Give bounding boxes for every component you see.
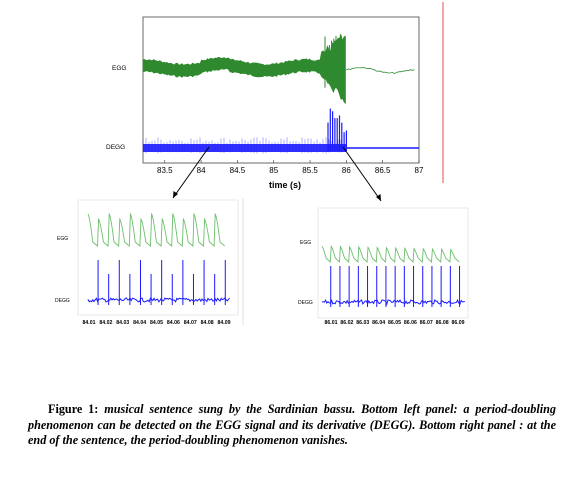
top-egg-series xyxy=(142,33,415,105)
bottom-left-frame xyxy=(77,199,239,316)
top-panel: EGG DEGG 83.5 84 84.5 85 85.5 86 86.5 87 time (… xyxy=(106,2,444,190)
top-x-tick-label: 85.5 xyxy=(302,166,318,175)
bottom-left-egg-series xyxy=(87,212,225,247)
top-x-tick-label: 83.5 xyxy=(157,166,173,175)
figure: EGG DEGG 83.5 84 84.5 85 85.5 86 86.5 87 time (… xyxy=(55,2,469,326)
bottom-right-egg-label: EGG xyxy=(300,240,311,246)
top-degg-label: DEGG xyxy=(106,144,125,151)
br-x-tick-label: 86.03 xyxy=(356,320,369,326)
figure-caption: Figure 1: musical sentence sung by the S… xyxy=(28,402,556,449)
bottom-right-panel: EGG DEGG 86.01 86.02 86.03 86.04 86.05 86.06 8… xyxy=(298,207,469,326)
top-degg-series xyxy=(142,108,419,154)
zoom-arrowhead-left xyxy=(173,191,178,198)
bottom-right-x-ticks: 86.01 86.02 86.03 86.04 86.05 86.06 86.07 86.08… xyxy=(325,320,465,326)
bl-x-tick-label: 84.05 xyxy=(150,320,163,326)
bl-x-tick-label: 84.08 xyxy=(201,320,214,326)
top-egg-band xyxy=(142,33,346,105)
bl-x-tick-label: 84.03 xyxy=(116,320,129,326)
bottom-left-degg-label: DEGG xyxy=(55,298,70,304)
caption-text: musical sentence sung by the Sardinian b… xyxy=(28,402,556,447)
top-x-tick-label: 87 xyxy=(415,166,424,175)
top-plot-frame xyxy=(142,16,420,164)
bottom-right-frame xyxy=(317,207,469,319)
bl-x-tick-label: 84.04 xyxy=(133,320,146,326)
bottom-right-degg-series xyxy=(321,266,465,307)
br-x-tick-label: 86.05 xyxy=(388,320,401,326)
bottom-left-degg-series xyxy=(87,260,230,305)
zoom-arrow-left xyxy=(172,146,210,199)
bl-x-tick-label: 84.07 xyxy=(184,320,197,326)
top-x-axis-label: time (s) xyxy=(269,180,301,190)
top-egg-label: EGG xyxy=(112,65,126,72)
top-degg-band xyxy=(143,144,347,152)
bl-egg-line xyxy=(87,212,225,247)
br-x-tick-label: 86.01 xyxy=(325,320,338,326)
bottom-right-degg-label: DEGG xyxy=(298,300,313,306)
br-egg-line xyxy=(321,244,460,263)
top-x-tick-label: 86 xyxy=(342,166,351,175)
top-x-tick-label: 85 xyxy=(269,166,278,175)
top-egg-tail xyxy=(346,67,415,74)
bottom-left-egg-label: EGG xyxy=(57,236,68,242)
top-x-tick-label: 84 xyxy=(197,166,206,175)
bl-x-tick-label: 84.09 xyxy=(218,320,231,326)
br-x-tick-label: 86.04 xyxy=(372,320,385,326)
br-x-tick-label: 86.06 xyxy=(404,320,417,326)
br-x-tick-label: 86.09 xyxy=(452,320,465,326)
br-x-tick-label: 86.02 xyxy=(340,320,353,326)
bl-degg-baseline xyxy=(87,296,230,303)
top-x-tick-label: 86.5 xyxy=(375,166,391,175)
bl-x-tick-label: 84.02 xyxy=(99,320,112,326)
bl-x-tick-label: 84.06 xyxy=(167,320,180,326)
bottom-left-panel: EGG DEGG 84.01 84.02 84.03 84.04 84.05 84.06 8… xyxy=(55,199,239,326)
br-x-tick-label: 86.07 xyxy=(420,320,433,326)
br-x-tick-label: 86.08 xyxy=(436,320,449,326)
br-degg-baseline xyxy=(321,298,465,306)
top-x-tick-label: 84.5 xyxy=(230,166,246,175)
bl-x-tick-label: 84.01 xyxy=(83,320,96,326)
bottom-right-egg-series xyxy=(321,244,460,263)
caption-label: Figure 1: xyxy=(48,402,99,416)
bottom-left-x-ticks: 84.01 84.02 84.03 84.04 84.05 84.06 84.07 84.08… xyxy=(83,320,231,326)
zoom-arrowhead-right xyxy=(376,194,381,201)
top-x-ticks: 83.5 84 84.5 85 85.5 86 86.5 87 xyxy=(157,160,424,175)
zoom-arrow-right xyxy=(342,146,382,202)
